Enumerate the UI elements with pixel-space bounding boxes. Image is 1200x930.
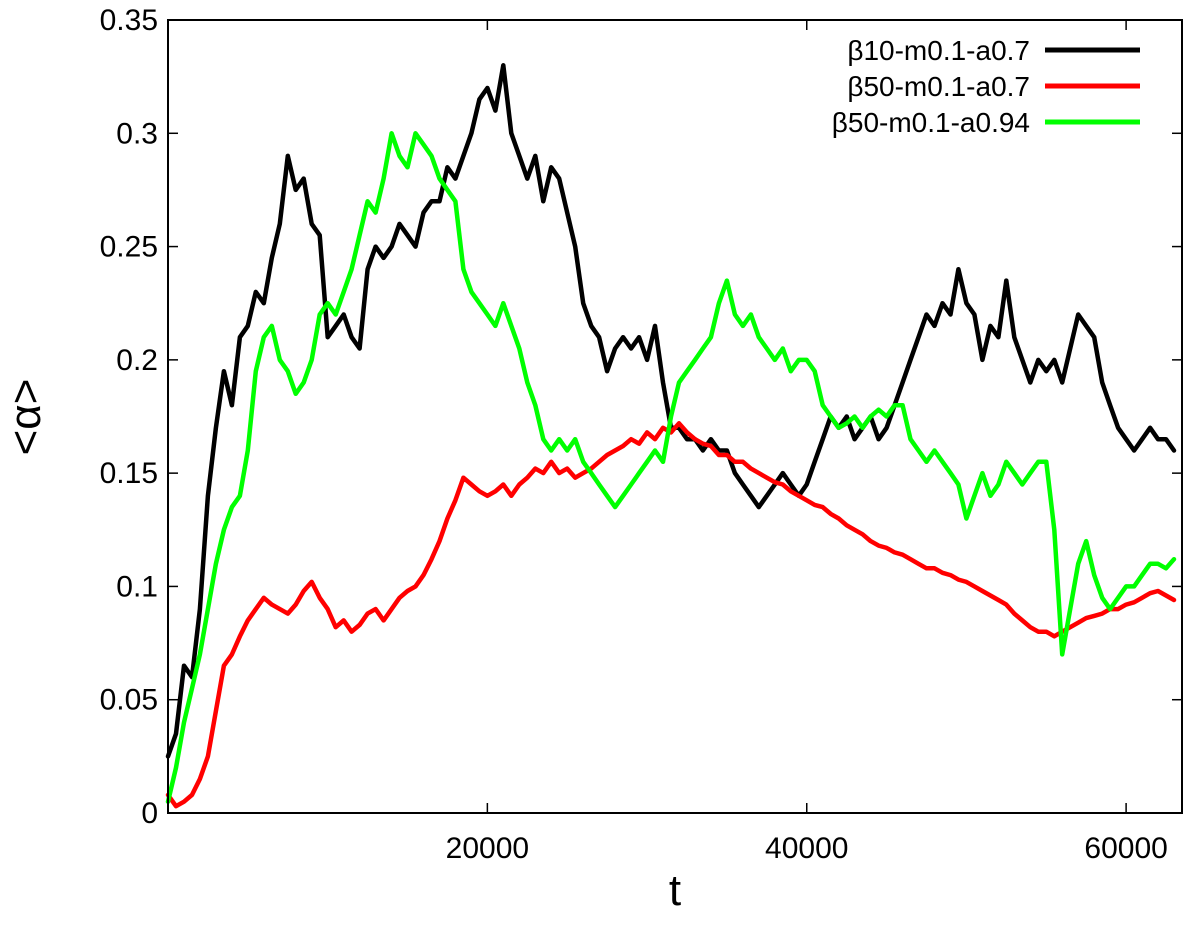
x-tick-label: 40000 (765, 832, 848, 865)
y-tick-label: 0.1 (116, 570, 158, 603)
legend-label-2: β50-m0.1-a0.7 (847, 71, 1030, 102)
y-tick-label: 0.2 (116, 344, 158, 377)
y-tick-label: 0.05 (100, 684, 158, 717)
x-axis-label: t (669, 866, 681, 915)
y-tick-label: 0.3 (116, 117, 158, 150)
series-line-2 (165, 421, 1177, 809)
x-tick-label: 60000 (1084, 832, 1167, 865)
series-line-3 (165, 131, 1177, 804)
x-tick-label: 20000 (446, 832, 529, 865)
series-layer (165, 63, 1177, 809)
y-axis-label: <α> (1, 379, 50, 456)
y-tick-label: 0.25 (100, 231, 158, 264)
plot-frame (167, 19, 1183, 814)
legend: β10-m0.1-a0.7 β50-m0.1-a0.7 β50-m0.1-a0.94 (832, 35, 1140, 138)
y-tick-label: 0.15 (100, 457, 158, 490)
legend-label-1: β10-m0.1-a0.7 (847, 35, 1030, 66)
ticks-layer: 0 0.05 0.1 0.15 0.2 0.25 0.3 0.35 20000 40000 6000… (100, 4, 1182, 865)
y-tick-label: 0 (141, 797, 158, 830)
y-tick-label: 0.35 (100, 4, 158, 37)
legend-label-3: β50-m0.1-a0.94 (832, 107, 1030, 138)
